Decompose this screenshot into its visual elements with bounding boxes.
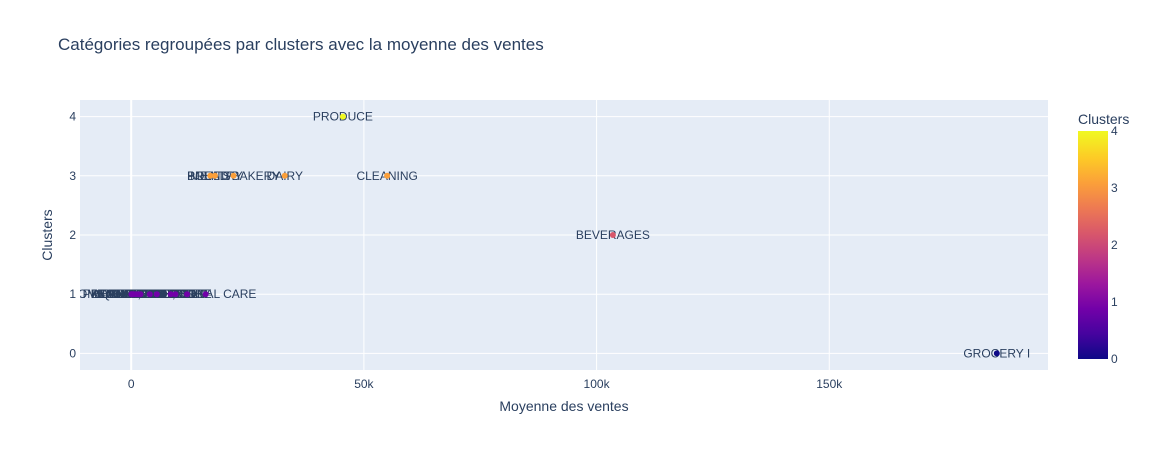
colorbar-tick-label: 3 xyxy=(1111,181,1118,195)
data-point xyxy=(993,350,1000,357)
y-tick-label: 3 xyxy=(69,169,76,183)
grid-lines xyxy=(80,100,1048,370)
colorbar-tick-label: 1 xyxy=(1111,295,1118,309)
x-tick-labels: 0 50k 100k 150k xyxy=(128,377,843,391)
colorbar-tick-label: 2 xyxy=(1111,238,1118,252)
x-tick-label: 50k xyxy=(354,377,374,391)
data-point xyxy=(172,291,179,298)
x-axis-label: Moyenne des ventes xyxy=(499,398,628,414)
y-tick-label: 1 xyxy=(69,287,76,301)
data-points xyxy=(128,113,1000,357)
colorbar xyxy=(1078,131,1108,359)
data-point xyxy=(609,232,616,238)
data-point xyxy=(230,172,237,179)
data-point xyxy=(207,172,214,179)
y-tick-label: 2 xyxy=(69,228,76,242)
data-point xyxy=(211,172,218,179)
data-point xyxy=(167,291,174,298)
y-tick-labels: 0 1 2 3 4 xyxy=(69,110,76,361)
x-tick-label: 150k xyxy=(816,377,843,391)
y-tick-label: 0 xyxy=(69,346,76,360)
x-tick-label: 100k xyxy=(584,377,611,391)
data-point xyxy=(153,291,160,298)
data-point xyxy=(128,291,135,298)
colorbar-tick-label: 4 xyxy=(1111,124,1118,138)
y-axis-label: Clusters xyxy=(39,209,55,260)
chart-title: Catégories regroupées par clusters avec … xyxy=(58,35,544,54)
data-point xyxy=(202,291,209,298)
data-point xyxy=(384,172,391,179)
colorbar-tick-labels: 0 1 2 3 4 xyxy=(1111,124,1118,366)
colorbar-tick-label: 0 xyxy=(1111,352,1118,366)
data-point xyxy=(184,291,191,298)
colorbar-title: Clusters xyxy=(1078,111,1129,127)
data-point xyxy=(146,291,153,298)
x-tick-label: 0 xyxy=(128,377,135,391)
data-point xyxy=(339,113,346,120)
y-tick-label: 4 xyxy=(69,110,76,124)
data-point xyxy=(281,172,288,179)
